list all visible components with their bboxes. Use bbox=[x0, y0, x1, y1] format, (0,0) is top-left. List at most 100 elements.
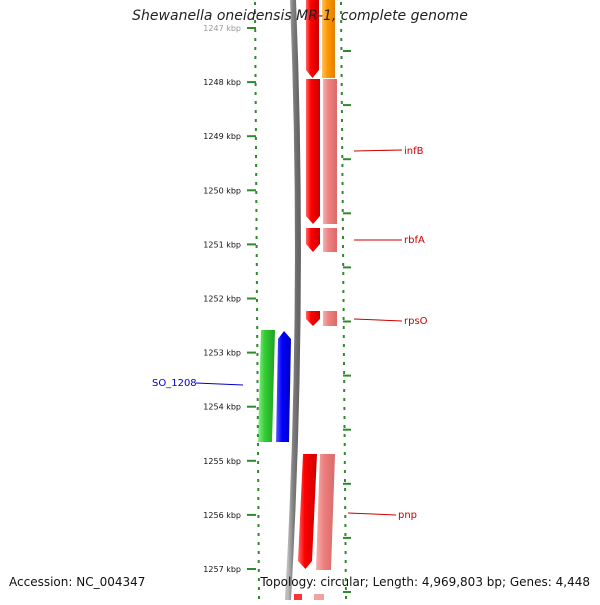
ruler-dot-left bbox=[256, 398, 259, 401]
ruler-dot-left bbox=[257, 515, 260, 518]
ruler-dot-left bbox=[257, 452, 259, 455]
ruler-dot-left bbox=[255, 254, 258, 257]
ruler-dot-left bbox=[254, 74, 257, 77]
ruler-kbp-label: 1250 kbp bbox=[203, 186, 241, 195]
ruler-dot-left bbox=[257, 497, 260, 500]
ruler-dot-right bbox=[344, 587, 347, 590]
ruler-dot-right bbox=[341, 128, 344, 131]
gene-label-rbfA[interactable]: rbfA bbox=[404, 235, 425, 246]
ruler-dot-right bbox=[342, 236, 344, 239]
ruler-kbp-label: 1257 kbp bbox=[203, 565, 241, 574]
ruler-dot-right bbox=[342, 326, 345, 329]
ruler-dot-left bbox=[255, 245, 258, 248]
ruler-dot-right bbox=[340, 56, 343, 59]
ruler-dot-left bbox=[254, 38, 257, 41]
ruler-dot-left bbox=[255, 173, 258, 176]
ruler-kbp-label: 1255 kbp bbox=[203, 457, 241, 466]
ruler-dot-left bbox=[256, 353, 259, 356]
ruler-dot-right bbox=[343, 425, 346, 428]
gene-label-SO_1208[interactable]: SO_1208 bbox=[152, 378, 197, 389]
cds-rpsO-shadow bbox=[323, 311, 337, 326]
ruler-dot-right bbox=[344, 524, 347, 527]
ruler-dot-left bbox=[256, 344, 259, 347]
ruler-dot-right bbox=[340, 20, 343, 23]
gene-label-infB[interactable]: infB bbox=[404, 146, 424, 157]
ruler-dot-right bbox=[344, 488, 347, 491]
ruler-dot-right bbox=[342, 263, 345, 266]
ruler-dot-left bbox=[255, 191, 258, 194]
ruler-dot-right bbox=[342, 335, 345, 338]
ruler-dot-left bbox=[254, 2, 256, 5]
ruler-dot-right bbox=[342, 299, 345, 302]
ruler-dot-right bbox=[341, 155, 344, 158]
ruler-dot-left bbox=[254, 128, 257, 131]
ruler-dot-right bbox=[343, 416, 346, 419]
ruler-dot-right bbox=[344, 578, 347, 581]
ruler-dot-right bbox=[340, 110, 343, 113]
ruler-kbp-label: 1247 kbp bbox=[203, 24, 241, 33]
ruler-dot-right bbox=[343, 461, 346, 464]
ruler-dot-left bbox=[255, 200, 258, 203]
ruler-kbp-label: 1256 kbp bbox=[203, 511, 241, 520]
ruler-dot-left bbox=[256, 389, 259, 392]
ruler-dot-right bbox=[340, 29, 343, 32]
ruler-dot-left bbox=[256, 434, 259, 437]
ruler-dot-right bbox=[340, 83, 343, 86]
ruler-dot-right bbox=[341, 164, 344, 167]
ruler-dot-left bbox=[254, 29, 257, 32]
ruler-dot-right bbox=[340, 101, 343, 104]
ruler-dot-right bbox=[341, 182, 344, 185]
ruler-ticks bbox=[247, 27, 351, 593]
ruler-dot-left bbox=[255, 155, 257, 158]
ruler-dot-right bbox=[344, 515, 347, 518]
ruler-dot-right bbox=[343, 470, 346, 473]
ruler-dot-left bbox=[254, 137, 257, 140]
ruler-dot-right bbox=[343, 452, 346, 455]
ruler-dot-right bbox=[343, 407, 346, 410]
ruler-dot-left bbox=[258, 596, 260, 599]
ruler-dot-right bbox=[344, 479, 346, 482]
ruler-dot-left bbox=[254, 20, 257, 23]
ruler-dot-right bbox=[344, 497, 347, 500]
ruler-dot-left bbox=[257, 569, 260, 572]
gene-label-rpsO[interactable]: rpsO bbox=[404, 316, 428, 327]
ruler-dot-left bbox=[254, 83, 257, 86]
ruler-dot-right bbox=[342, 353, 345, 356]
ruler-dot-left bbox=[255, 263, 258, 266]
ruler-dot-left bbox=[256, 362, 259, 365]
genome-backbone bbox=[285, 0, 301, 601]
ruler-dot-left bbox=[257, 443, 259, 446]
ruler-dot-left bbox=[256, 416, 259, 419]
ruler-dot-left bbox=[256, 371, 259, 374]
ruler-dot-right bbox=[340, 65, 343, 68]
ruler-dot-right bbox=[341, 209, 344, 212]
ruler-labels: 1247 kbp 1248 kbp 1249 kbp 1250 kbp 1251 kbp… bbox=[203, 24, 241, 574]
cds-bottom-pink bbox=[314, 594, 324, 600]
cds-arrow-rpsO bbox=[306, 311, 320, 326]
ruler-dot-left bbox=[257, 551, 260, 554]
ruler-dot-left bbox=[257, 506, 260, 509]
ruler-dot-left bbox=[254, 119, 257, 122]
ruler-dot-right bbox=[341, 173, 344, 176]
cds-arrow-SO_1208 bbox=[276, 331, 291, 442]
ruler-dot-right bbox=[344, 506, 347, 509]
ruler-dot-left bbox=[255, 290, 258, 293]
ruler-dot-left bbox=[256, 308, 259, 311]
ruler-dotted-tracks bbox=[254, 2, 347, 599]
cds-rbfA-shadow bbox=[323, 228, 337, 252]
cds-pnp-shadow bbox=[316, 454, 335, 570]
ruler-dot-left bbox=[256, 326, 259, 329]
map-title: Shewanella oneidensis MR-1, complete gen… bbox=[132, 8, 468, 24]
ruler-kbp-label: 1249 kbp bbox=[203, 132, 241, 141]
ruler-dot-right bbox=[342, 281, 345, 284]
cds-arrow-pnp bbox=[298, 454, 317, 569]
ruler-kbp-label: 1252 kbp bbox=[203, 295, 241, 304]
gene-label-pnp[interactable]: pnp bbox=[398, 510, 417, 521]
ruler-dot-right bbox=[340, 47, 343, 50]
ruler-dot-left bbox=[255, 146, 257, 149]
ruler-dot-left bbox=[255, 218, 258, 221]
cds-infB-shadow bbox=[323, 79, 337, 224]
ruler-dot-right bbox=[342, 344, 345, 347]
ruler-dot-right bbox=[343, 434, 346, 437]
ruler-dot-left bbox=[256, 335, 259, 338]
